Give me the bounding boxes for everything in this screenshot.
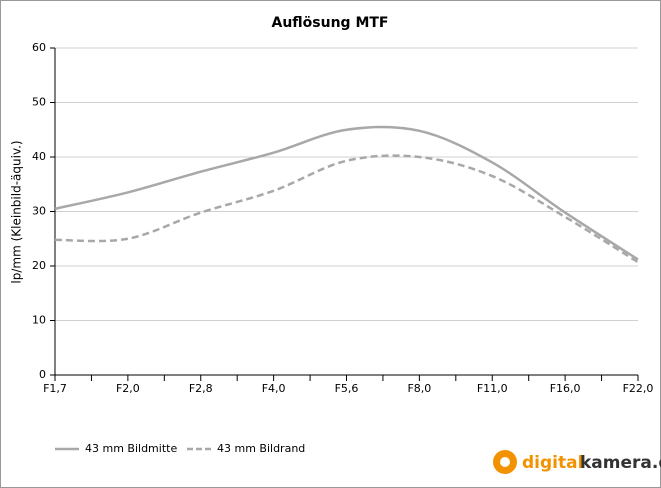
- y-tick-label: 20: [32, 259, 46, 272]
- y-tick-label: 30: [32, 205, 46, 218]
- y-tick-label: 10: [32, 314, 46, 327]
- x-tick-label: F8,0: [407, 382, 431, 395]
- y-tick-label: 0: [39, 368, 46, 381]
- legend-label: 43 mm Bildrand: [217, 442, 305, 455]
- logo-part2: kamera.de: [580, 453, 661, 473]
- y-axis-label: lp/mm (Kleinbild-äquiv.): [10, 140, 24, 283]
- x-tick-label: F4,0: [262, 382, 286, 395]
- legend-label: 43 mm Bildmitte: [85, 442, 177, 455]
- x-tick-label: F2,8: [189, 382, 213, 395]
- y-tick-label: 40: [32, 150, 46, 163]
- logo-part1: digital: [522, 453, 583, 473]
- x-tick-label: F16,0: [550, 382, 581, 395]
- y-tick-label: 50: [32, 96, 46, 109]
- x-tick-label: F1,7: [43, 382, 67, 395]
- x-tick-label: F11,0: [477, 382, 508, 395]
- chart-title: Auflösung MTF: [271, 15, 388, 31]
- logo-icon-inner: [500, 457, 510, 467]
- x-tick-label: F5,6: [335, 382, 359, 395]
- x-tick-label: F2,0: [116, 382, 140, 395]
- series-line: [54, 125, 639, 261]
- x-tick-label: F22,0: [623, 382, 654, 395]
- y-tick-label: 60: [32, 41, 46, 54]
- series-line: [54, 154, 639, 264]
